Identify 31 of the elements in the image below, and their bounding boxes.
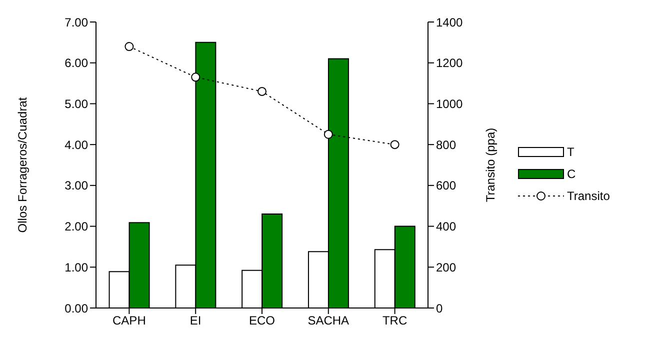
x-tick-label: CAPH — [112, 314, 146, 328]
point — [191, 72, 200, 82]
y2-tick-label: 1200 — [436, 56, 464, 70]
y-tick-label: 3.00 — [64, 178, 88, 193]
y-tick-label: 1.00 — [64, 260, 88, 274]
y2-tick-label: 1000 — [436, 96, 464, 111]
y2-tick-label: 600 — [436, 178, 456, 193]
legend-label: T — [567, 145, 574, 159]
point — [324, 130, 333, 139]
legend-label: Transito — [567, 189, 610, 203]
x-tick-label: TRC — [382, 314, 408, 328]
x-tick-label: EI — [190, 314, 202, 328]
y-tick-label: 2.00 — [64, 220, 88, 234]
y2-axis-title: Transito (ppa) — [483, 128, 498, 202]
y2-tick-label: 400 — [436, 220, 456, 234]
x-tick-label: SACHA — [308, 314, 350, 328]
point — [258, 86, 266, 96]
y2-tick-label: 200 — [436, 260, 456, 274]
y-tick-label: 4.00 — [64, 138, 88, 152]
legend-label: C — [567, 167, 576, 181]
y-tick-label: 6.00 — [64, 56, 88, 70]
y2-tick-label: 800 — [436, 138, 456, 152]
x-tick-label: ECO — [248, 314, 276, 328]
y2-tick-label: 0 — [436, 301, 443, 316]
y-axis-title: Ollos Forrageros/Cuadrat — [15, 96, 30, 233]
y2-tick-label: 1400 — [436, 15, 464, 30]
y-tick-label: 5.00 — [64, 96, 88, 111]
y-tick-label: 7.00 — [64, 15, 88, 30]
y-tick-label: 0.00 — [64, 301, 88, 316]
point — [124, 42, 134, 52]
point — [390, 140, 400, 150]
